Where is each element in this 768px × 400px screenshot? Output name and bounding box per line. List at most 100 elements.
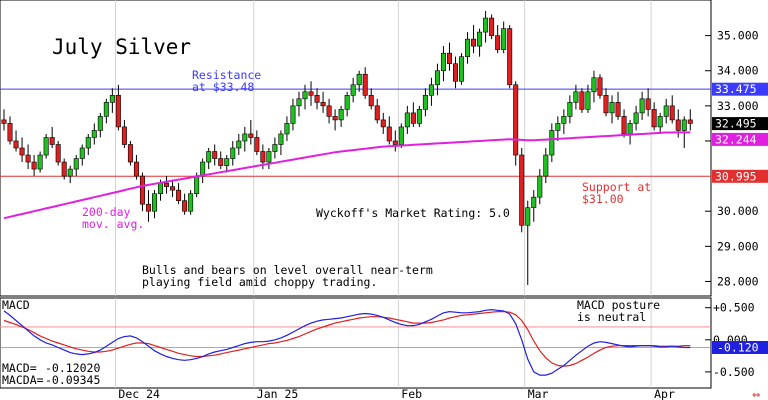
last-price-tag-label: 32.495: [715, 117, 757, 131]
macd-tick-label: +0.500: [713, 301, 755, 315]
support-note-line1: Support at: [582, 180, 651, 194]
candle-down: [19, 147, 25, 156]
price-panel-frame: [0, 0, 712, 297]
candle-down: [507, 28, 513, 86]
candle-up: [428, 84, 434, 96]
vertical-gridlines: [115, 0, 652, 388]
candle-up: [633, 112, 639, 124]
candle-up: [200, 161, 206, 177]
candle-up: [561, 116, 567, 124]
macda-value-label: MACDA=: [2, 373, 44, 387]
candle-up: [465, 38, 471, 57]
price-tick-label: 28.000: [717, 274, 759, 288]
candle-down: [386, 126, 392, 142]
candle-up: [627, 123, 633, 135]
candle-up: [266, 151, 272, 163]
macd-posture-line1: MACD posture: [577, 298, 660, 312]
candle-up: [356, 73, 362, 86]
candle-down: [218, 158, 224, 166]
candle-down: [489, 17, 495, 36]
candle-down: [374, 105, 380, 121]
candle-down: [645, 98, 651, 110]
candle-up: [416, 109, 422, 124]
candle-up: [573, 91, 579, 103]
ma-tag-label: 32.244: [715, 132, 757, 146]
candle-down: [121, 126, 127, 145]
candle-down: [260, 151, 266, 163]
candle-up: [158, 182, 164, 194]
ma-label-line2: mov. avg.: [82, 217, 144, 231]
candle-down: [579, 91, 585, 110]
candle-up: [434, 70, 440, 86]
macda-value: -0.09345: [45, 373, 100, 387]
candle-up: [103, 102, 109, 117]
macd-posture-line2: is neutral: [577, 310, 646, 324]
candle-down: [164, 182, 170, 187]
candle-up: [152, 193, 158, 212]
candle-down: [687, 119, 693, 124]
candle-down: [25, 154, 31, 163]
candle-down: [308, 91, 314, 96]
candle-down: [513, 84, 519, 156]
candle-up: [43, 137, 49, 156]
candle-down: [452, 63, 458, 82]
candle-up: [188, 193, 194, 212]
candle-down: [380, 119, 386, 128]
price-tick-label: 34.000: [717, 64, 759, 78]
resistance-note-line1: Resistance: [192, 68, 261, 82]
date-axis-label: Feb: [401, 387, 422, 400]
candle-down: [495, 35, 501, 50]
candle-up: [459, 56, 465, 82]
candle-up: [681, 119, 687, 131]
candle-up: [531, 196, 537, 209]
candle-down: [13, 140, 19, 149]
candle-down: [675, 119, 681, 131]
price-tick-label: 30.000: [717, 204, 759, 218]
candle-down: [471, 38, 477, 47]
candle-down: [145, 203, 151, 212]
candle-up: [609, 102, 615, 114]
price-tick-label: 33.000: [717, 99, 759, 113]
candle-down: [519, 154, 525, 226]
candle-up: [85, 137, 91, 149]
ma-tag: 32.244: [712, 132, 768, 146]
candle-down: [31, 161, 37, 170]
candle-up: [194, 175, 200, 194]
candle-down: [254, 137, 260, 152]
candle-down: [446, 52, 452, 65]
candle-up: [278, 133, 284, 145]
resistance-note-line2: at $33.48: [192, 80, 254, 94]
candle-up: [302, 91, 308, 100]
candle-down: [603, 95, 609, 114]
candle-up: [338, 109, 344, 121]
candle-down: [139, 175, 145, 205]
candle-down: [362, 73, 368, 96]
candle-down: [212, 151, 218, 159]
candle-down: [651, 109, 657, 128]
candle-down: [61, 161, 67, 177]
left-right-arrow-icon: ⇔: [752, 390, 760, 400]
candle-up: [236, 140, 242, 149]
candle-up: [440, 52, 446, 72]
candle-up: [67, 168, 73, 177]
price-tick-label: 29.000: [717, 239, 759, 253]
candle-down: [133, 161, 139, 177]
candle-up: [639, 98, 645, 114]
candle-down: [669, 105, 675, 121]
macd-last-tag: -0.120: [712, 341, 768, 355]
candle-down: [49, 137, 55, 145]
market-rating: Wyckoff's Market Rating: 5.0: [316, 206, 510, 220]
macd-title: MACD: [2, 298, 30, 312]
candle-up: [97, 116, 103, 131]
candle-up: [242, 133, 248, 142]
ma200-line: [3, 131, 691, 220]
candle-down: [332, 116, 338, 121]
macd-panel-frame: [0, 297, 712, 389]
price-tick-label: 35.000: [717, 29, 759, 43]
candle-up: [206, 151, 212, 163]
candle-up: [37, 154, 43, 170]
candle-up: [567, 102, 573, 117]
candle-up: [404, 112, 410, 128]
candle-down: [55, 144, 61, 163]
